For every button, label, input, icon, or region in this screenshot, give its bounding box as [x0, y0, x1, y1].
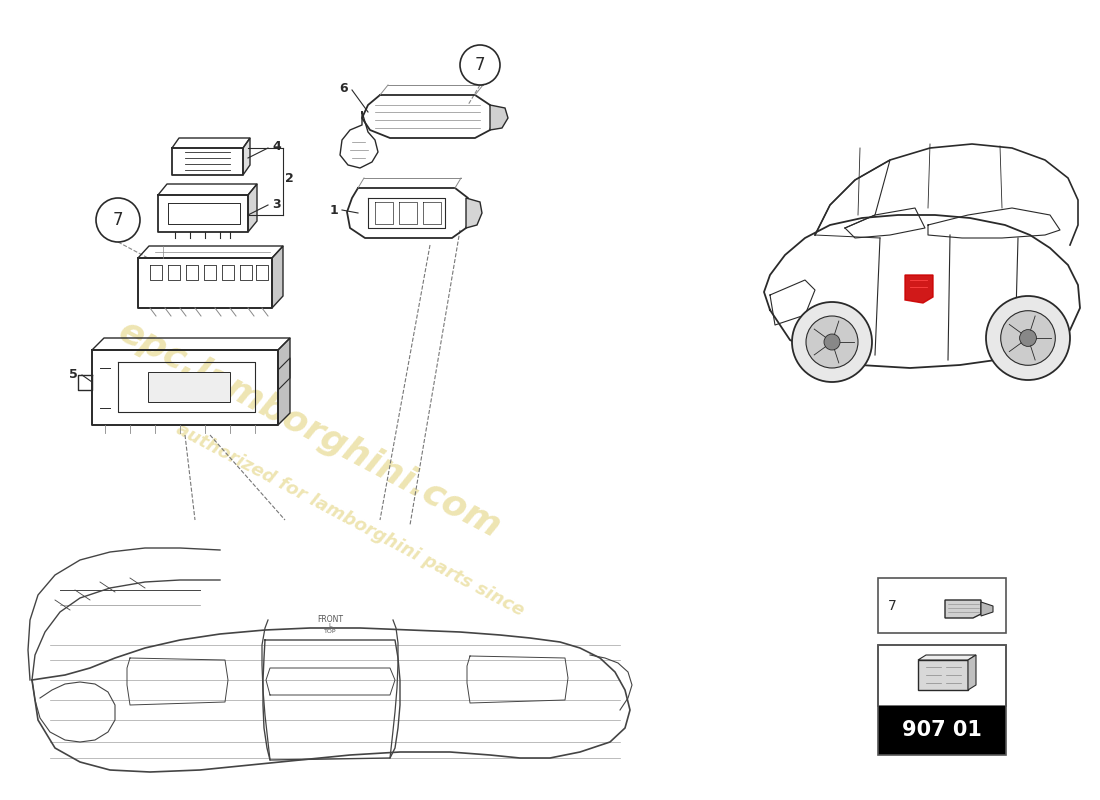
- Polygon shape: [466, 198, 482, 228]
- Text: 7: 7: [112, 211, 123, 229]
- Polygon shape: [248, 184, 257, 232]
- Text: 7: 7: [475, 56, 485, 74]
- Polygon shape: [918, 660, 968, 690]
- Polygon shape: [272, 246, 283, 308]
- Circle shape: [986, 296, 1070, 380]
- Polygon shape: [243, 138, 250, 175]
- Text: 2: 2: [285, 171, 294, 185]
- Text: authorized for lamborghini parts since: authorized for lamborghini parts since: [173, 420, 527, 620]
- Text: 7: 7: [888, 599, 896, 613]
- Circle shape: [460, 45, 500, 85]
- Text: epc.lamborghini.com: epc.lamborghini.com: [113, 314, 507, 546]
- Polygon shape: [278, 338, 290, 425]
- FancyBboxPatch shape: [878, 578, 1006, 633]
- Polygon shape: [490, 105, 508, 130]
- Polygon shape: [981, 602, 993, 616]
- Text: 907 01: 907 01: [902, 720, 982, 740]
- Circle shape: [806, 316, 858, 368]
- Text: 3: 3: [272, 198, 280, 210]
- Circle shape: [792, 302, 872, 382]
- Text: 6: 6: [340, 82, 348, 94]
- Polygon shape: [905, 275, 933, 303]
- Circle shape: [1020, 330, 1036, 346]
- FancyBboxPatch shape: [878, 645, 1006, 706]
- Text: L: L: [328, 623, 332, 628]
- Circle shape: [1001, 310, 1055, 366]
- Polygon shape: [945, 600, 981, 618]
- Text: 4: 4: [272, 141, 280, 154]
- Circle shape: [824, 334, 840, 350]
- FancyBboxPatch shape: [878, 706, 1006, 755]
- Circle shape: [96, 198, 140, 242]
- Text: 1: 1: [329, 203, 338, 217]
- Polygon shape: [918, 655, 976, 660]
- Text: 5: 5: [69, 367, 78, 381]
- Text: TOP: TOP: [323, 629, 337, 634]
- Text: FRONT: FRONT: [317, 615, 343, 625]
- Polygon shape: [148, 372, 230, 402]
- Polygon shape: [968, 655, 976, 690]
